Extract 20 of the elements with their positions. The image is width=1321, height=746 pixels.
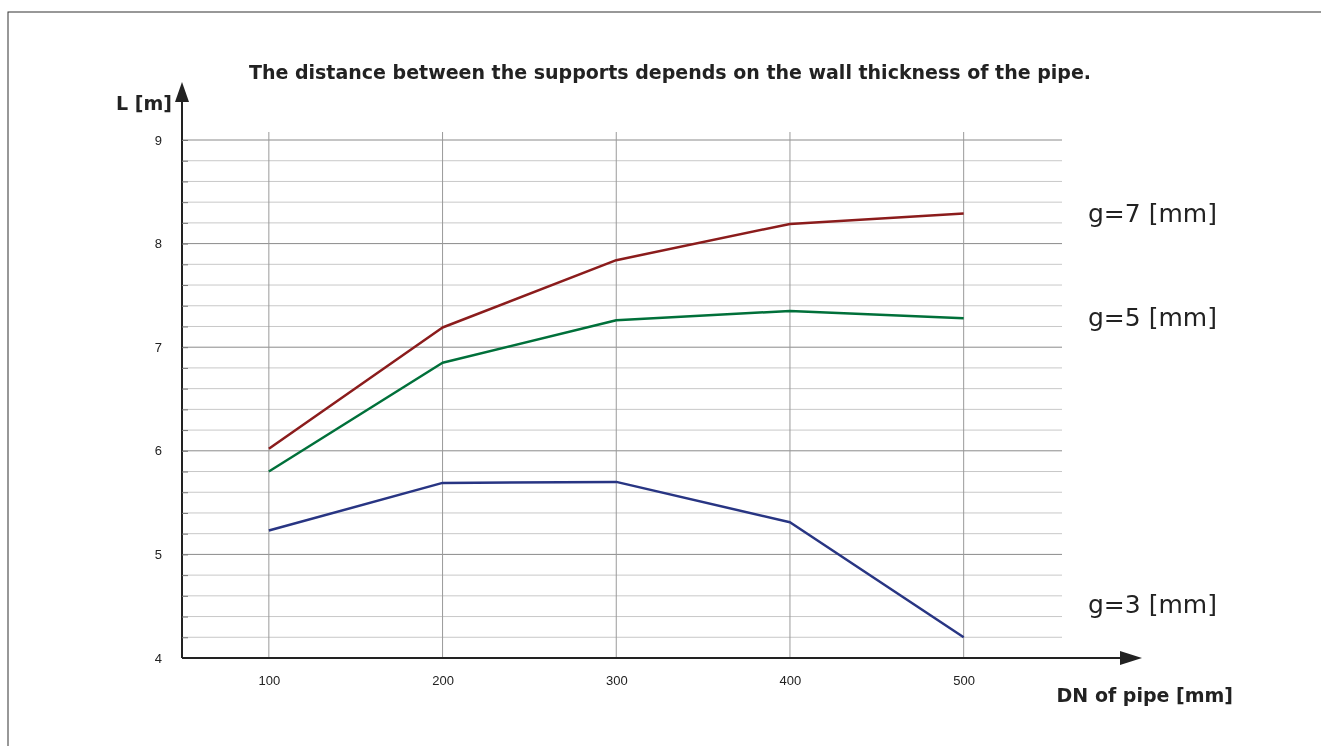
text: g=5 [mm] — [1088, 303, 1217, 333]
x-tick-label: 400 — [779, 673, 802, 689]
text: g=7 [mm] — [1088, 198, 1217, 228]
text: g=3 [mm] — [1088, 590, 1217, 619]
x-axis-title: DN of pipe [mm] — [1056, 684, 1233, 706]
x-tick-label: 300 — [605, 673, 628, 689]
line-series — [267, 309, 965, 473]
y-axis-title: L [m] — [116, 92, 172, 114]
y-tick-label: 5 — [154, 547, 162, 563]
x-tick-label: 500 — [953, 673, 976, 689]
y-tick-label: 6 — [154, 443, 162, 459]
x-tick-label: 100 — [258, 673, 281, 689]
y-tick-label: 8 — [154, 236, 162, 252]
line-series — [267, 212, 965, 450]
y-tick-label: 7 — [154, 339, 162, 355]
x-tick-label: 200 — [432, 673, 454, 689]
y-tick-label: 9 — [154, 132, 162, 148]
chart-title: The distance between the supports depends on the wall thickness of the pipe. — [248, 61, 1092, 83]
line-series — [267, 480, 965, 639]
y-tick-label: 4 — [154, 650, 162, 666]
